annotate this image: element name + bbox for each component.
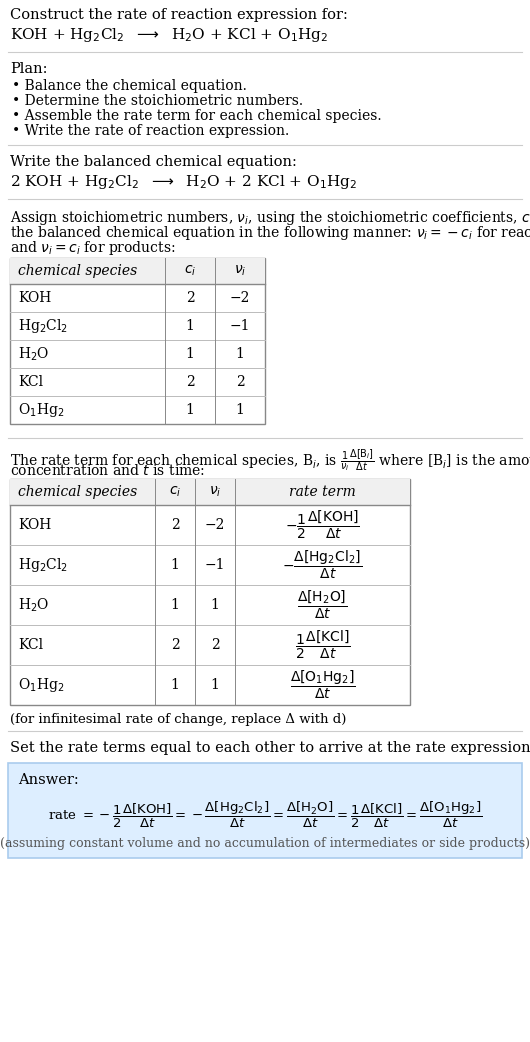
Text: O$_1$Hg$_2$: O$_1$Hg$_2$	[18, 676, 65, 694]
Text: Assign stoichiometric numbers, $\nu_i$, using the stoichiometric coefficients, $: Assign stoichiometric numbers, $\nu_i$, …	[10, 209, 530, 227]
Bar	[10, 479, 410, 705]
Text: Construct the rate of reaction expression for:: Construct the rate of reaction expressio…	[10, 8, 348, 22]
Text: H$_2$O: H$_2$O	[18, 596, 49, 614]
Text: KOH: KOH	[18, 291, 51, 305]
Text: −2: −2	[205, 518, 225, 532]
Text: and $\nu_i = c_i$ for products:: and $\nu_i = c_i$ for products:	[10, 239, 175, 257]
Bar	[10, 258, 265, 424]
Text: • Assemble the rate term for each chemical species.: • Assemble the rate term for each chemic…	[12, 109, 382, 123]
Text: 1: 1	[186, 319, 195, 333]
Text: • Write the rate of reaction expression.: • Write the rate of reaction expression.	[12, 124, 289, 138]
Text: $\dfrac{\Delta[\mathrm{H_2O}]}{\Delta t}$: $\dfrac{\Delta[\mathrm{H_2O}]}{\Delta t}…	[297, 589, 348, 621]
Text: $-\dfrac{\Delta[\mathrm{Hg_2Cl_2}]}{\Delta t}$: $-\dfrac{\Delta[\mathrm{Hg_2Cl_2}]}{\Del…	[282, 549, 363, 581]
Text: 1: 1	[235, 347, 244, 361]
Text: 2: 2	[186, 375, 195, 389]
Text: rate $= -\dfrac{1}{2}\dfrac{\Delta[\mathrm{KOH}]}{\Delta t} = -\dfrac{\Delta[\ma: rate $= -\dfrac{1}{2}\dfrac{\Delta[\math…	[48, 800, 482, 830]
Text: (assuming constant volume and no accumulation of intermediates or side products): (assuming constant volume and no accumul…	[0, 837, 530, 849]
Text: $\nu_i$: $\nu_i$	[234, 264, 246, 278]
Text: Hg$_2$Cl$_2$: Hg$_2$Cl$_2$	[18, 317, 68, 334]
Text: chemical species: chemical species	[18, 485, 137, 499]
Text: • Balance the chemical equation.: • Balance the chemical equation.	[12, 79, 247, 93]
Text: Set the rate terms equal to each other to arrive at the rate expression:: Set the rate terms equal to each other t…	[10, 741, 530, 755]
Text: $\dfrac{\Delta[\mathrm{O_1Hg_2}]}{\Delta t}$: $\dfrac{\Delta[\mathrm{O_1Hg_2}]}{\Delta…	[289, 669, 356, 701]
Text: 1: 1	[171, 559, 180, 572]
Text: chemical species: chemical species	[18, 264, 137, 278]
Text: −1: −1	[205, 559, 225, 572]
Text: $-\dfrac{1}{2}\dfrac{\Delta[\mathrm{KOH}]}{\Delta t}$: $-\dfrac{1}{2}\dfrac{\Delta[\mathrm{KOH}…	[285, 508, 360, 541]
Text: Plan:: Plan:	[10, 63, 48, 76]
Text: rate term: rate term	[289, 485, 356, 499]
Text: the balanced chemical equation in the following manner: $\nu_i = -c_i$ for react: the balanced chemical equation in the fo…	[10, 224, 530, 242]
Text: Answer:: Answer:	[18, 773, 79, 787]
Text: concentration and $t$ is time:: concentration and $t$ is time:	[10, 463, 205, 478]
Text: Write the balanced chemical equation:: Write the balanced chemical equation:	[10, 155, 297, 169]
Text: 1: 1	[186, 347, 195, 361]
Text: 1: 1	[210, 598, 219, 612]
Text: O$_1$Hg$_2$: O$_1$Hg$_2$	[18, 401, 65, 419]
Bar	[8, 763, 522, 858]
Text: 1: 1	[186, 403, 195, 417]
Text: KOH: KOH	[18, 518, 51, 532]
Text: −1: −1	[229, 319, 250, 333]
Text: $\nu_i$: $\nu_i$	[209, 485, 221, 499]
Text: 2: 2	[171, 638, 179, 652]
Bar	[10, 258, 265, 284]
Text: −2: −2	[230, 291, 250, 305]
Text: 2: 2	[171, 518, 179, 532]
Text: 1: 1	[235, 403, 244, 417]
Text: 2: 2	[236, 375, 244, 389]
Text: 2 KOH + Hg$_2$Cl$_2$  $\longrightarrow$  H$_2$O + 2 KCl + O$_1$Hg$_2$: 2 KOH + Hg$_2$Cl$_2$ $\longrightarrow$ H…	[10, 173, 357, 191]
Text: The rate term for each chemical species, B$_i$, is $\frac{1}{\nu_i}\frac{\Delta[: The rate term for each chemical species,…	[10, 448, 530, 474]
Text: 1: 1	[210, 678, 219, 692]
Text: $c_i$: $c_i$	[169, 485, 181, 499]
Text: 2: 2	[210, 638, 219, 652]
Text: KOH + Hg$_2$Cl$_2$  $\longrightarrow$  H$_2$O + KCl + O$_1$Hg$_2$: KOH + Hg$_2$Cl$_2$ $\longrightarrow$ H$_…	[10, 26, 328, 44]
Text: 1: 1	[171, 678, 180, 692]
Text: Hg$_2$Cl$_2$: Hg$_2$Cl$_2$	[18, 556, 68, 574]
Text: KCl: KCl	[18, 638, 43, 652]
Text: (for infinitesimal rate of change, replace Δ with d): (for infinitesimal rate of change, repla…	[10, 713, 347, 726]
Text: H$_2$O: H$_2$O	[18, 345, 49, 363]
Text: $\dfrac{1}{2}\dfrac{\Delta[\mathrm{KCl}]}{\Delta t}$: $\dfrac{1}{2}\dfrac{\Delta[\mathrm{KCl}]…	[295, 628, 350, 662]
Text: $c_i$: $c_i$	[184, 264, 196, 278]
Text: KCl: KCl	[18, 375, 43, 389]
Text: 1: 1	[171, 598, 180, 612]
Text: 2: 2	[186, 291, 195, 305]
Text: • Determine the stoichiometric numbers.: • Determine the stoichiometric numbers.	[12, 94, 303, 108]
Bar	[10, 479, 410, 505]
